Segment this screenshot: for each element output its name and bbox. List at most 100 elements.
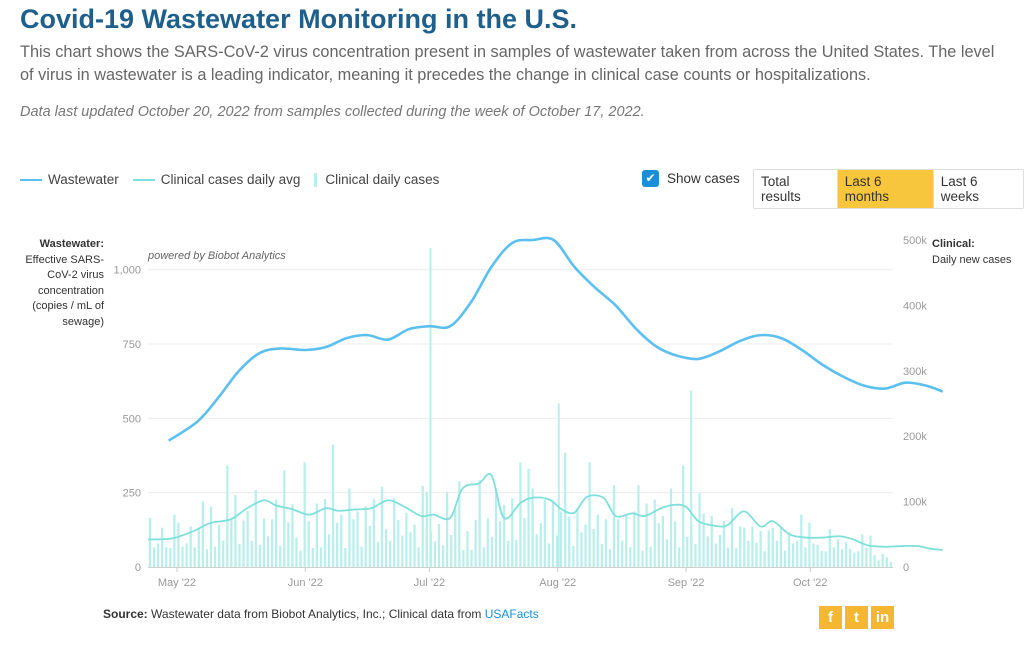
legend-item-clinical-avg[interactable]: Clinical cases daily avg <box>132 172 300 187</box>
x-tick-label: Sep '22 <box>668 577 705 589</box>
daily-case-bar <box>853 552 856 567</box>
daily-case-bar <box>779 527 783 567</box>
clinical-daily-bars <box>148 247 892 567</box>
daily-case-bar <box>551 500 555 567</box>
daily-case-bar <box>580 532 583 567</box>
show-cases-toggle[interactable]: ✔ Show cases <box>642 170 740 187</box>
daily-case-bar <box>840 549 844 567</box>
daily-case-bar <box>417 547 420 567</box>
right-tick-label: 500k <box>903 235 927 247</box>
legend-swatch-clinical-avg <box>132 178 155 181</box>
daily-case-bar <box>498 521 502 567</box>
page-title: Covid-19 Wastewater Monitoring in the U.… <box>20 4 578 34</box>
daily-case-bar <box>763 551 766 567</box>
daily-case-bar <box>201 501 204 567</box>
daily-case-bar <box>608 549 612 567</box>
daily-case-bar <box>661 515 665 567</box>
usafacts-link[interactable]: USAFacts <box>484 607 539 621</box>
daily-case-bar <box>564 452 567 567</box>
daily-case-bar <box>360 546 363 567</box>
daily-case-bar <box>657 523 660 567</box>
daily-case-bar <box>413 524 416 567</box>
daily-case-bar <box>254 489 257 567</box>
daily-case-bar <box>557 403 560 567</box>
daily-case-bar <box>213 546 217 567</box>
daily-case-bar <box>515 540 518 567</box>
daily-case-bar <box>633 511 636 567</box>
daily-case-bar <box>287 522 290 567</box>
wastewater-line <box>167 236 944 442</box>
daily-case-bar <box>698 493 701 567</box>
x-tick-label: Jun '22 <box>288 577 323 589</box>
daily-case-bar <box>678 547 681 567</box>
daily-case-bar <box>242 520 245 567</box>
left-tick-label: 0 <box>135 562 141 574</box>
daily-case-bar <box>539 523 542 567</box>
last-updated-note: Data last updated October 20, 2022 from … <box>20 104 645 120</box>
clinical-avg-line <box>147 473 943 551</box>
daily-case-bar <box>376 542 380 567</box>
daily-case-bar <box>470 549 473 567</box>
daily-case-bar <box>669 488 673 567</box>
daily-case-bar <box>218 525 221 567</box>
daily-case-bar <box>535 534 538 567</box>
daily-case-bar <box>275 499 278 567</box>
daily-case-bar <box>507 540 510 567</box>
daily-case-bar <box>519 462 522 567</box>
daily-case-bar <box>739 526 742 567</box>
chart-lines <box>147 236 944 551</box>
daily-case-bar <box>555 535 559 567</box>
daily-case-bar <box>629 547 632 567</box>
daily-case-bar <box>462 549 465 567</box>
daily-case-bar <box>804 547 807 567</box>
facebook-icon[interactable]: f <box>819 606 842 629</box>
daily-case-bar <box>881 553 884 567</box>
daily-case-bar <box>783 550 787 567</box>
powered-by-note: powered by Biobot Analytics <box>148 250 286 262</box>
daily-case-bar <box>352 519 355 567</box>
daily-case-bar <box>315 503 318 567</box>
daily-case-bar <box>405 512 408 567</box>
left-tick-label: 250 <box>123 488 141 500</box>
daily-case-bar <box>844 542 848 567</box>
right-tick-label: 100k <box>903 497 927 509</box>
daily-case-bar <box>792 543 795 567</box>
legend-swatch-clinical-daily <box>314 172 318 187</box>
linkedin-icon[interactable]: in <box>871 606 894 629</box>
twitter-icon[interactable]: t <box>845 606 868 629</box>
daily-case-bar <box>645 503 648 567</box>
daily-case-bar <box>401 535 404 567</box>
daily-case-bar <box>889 561 892 567</box>
right-tick-label: 400k <box>903 300 927 312</box>
daily-case-bar <box>494 488 498 567</box>
daily-case-bar <box>197 528 200 567</box>
daily-case-bar <box>421 485 424 567</box>
daily-case-bar <box>279 546 282 567</box>
daily-case-bar <box>283 470 286 567</box>
legend-item-clinical-daily[interactable]: Clinical daily cases <box>314 172 439 187</box>
daily-case-bar <box>816 544 819 567</box>
daily-case-bar <box>722 521 726 567</box>
daily-case-bar <box>433 541 437 567</box>
daily-case-bar <box>205 549 209 567</box>
daily-case-bar <box>751 526 754 567</box>
daily-case-bar <box>771 527 774 567</box>
daily-case-bar <box>156 543 160 567</box>
check-icon[interactable]: ✔ <box>642 170 659 187</box>
daily-case-bar <box>185 543 188 567</box>
daily-case-bar <box>755 542 758 567</box>
daily-case-bar <box>356 511 359 567</box>
legend-item-wastewater[interactable]: Wastewater <box>20 172 119 187</box>
range-button-6-weeks[interactable]: Last 6 weeks <box>932 170 1023 208</box>
range-button-total[interactable]: Total results <box>754 170 837 208</box>
daily-case-bar <box>189 526 192 567</box>
left-axis-title: Wastewater: Effective SARS-CoV-2 virus c… <box>20 237 104 330</box>
daily-case-bar <box>234 495 237 567</box>
left-tick-label: 500 <box>123 413 141 425</box>
daily-case-bar <box>502 504 506 567</box>
daily-case-bar <box>568 516 571 567</box>
range-button-6-months[interactable]: Last 6 months <box>836 170 933 208</box>
daily-case-bar <box>486 518 489 567</box>
daily-case-bar <box>177 522 180 567</box>
